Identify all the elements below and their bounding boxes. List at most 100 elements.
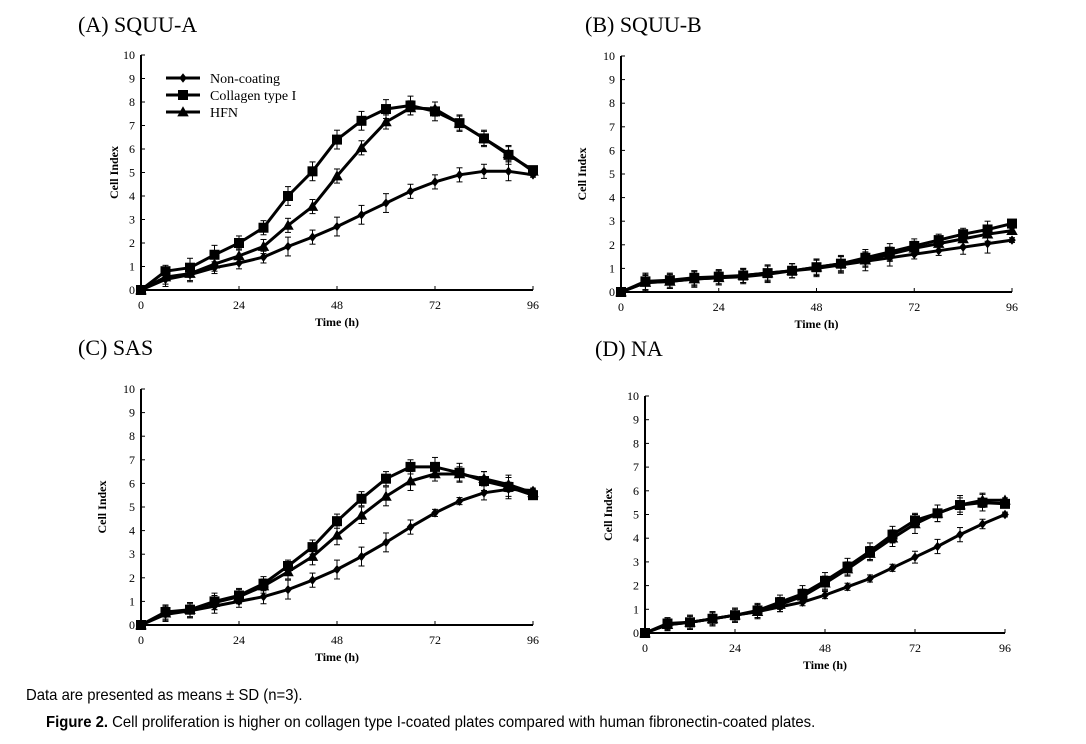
- data-point-triangle: [282, 219, 294, 230]
- data-point-triangle: [453, 468, 466, 479]
- data-point-triangle: [835, 257, 847, 268]
- data-point-diamond: [382, 198, 390, 208]
- y-tick-label: 5: [609, 167, 615, 181]
- series-line: [644, 501, 1006, 635]
- y-axis-label: Cell Index: [575, 147, 589, 200]
- data-point-diamond: [406, 186, 415, 197]
- data-point-triangle: [639, 276, 652, 287]
- x-tick-label: 0: [138, 633, 144, 647]
- data-point-triangle: [761, 267, 774, 278]
- data-point-triangle: [932, 237, 945, 248]
- data-point-diamond: [959, 242, 967, 252]
- y-tick-label: 8: [609, 96, 615, 110]
- data-point-diamond: [284, 241, 292, 252]
- data-point-triangle: [135, 619, 147, 630]
- data-point-diamond: [455, 170, 464, 180]
- data-point-triangle: [908, 242, 920, 253]
- data-point-triangle: [306, 550, 319, 561]
- data-point-triangle: [819, 577, 831, 588]
- y-tick-label: 4: [129, 189, 135, 203]
- y-tick-label: 8: [129, 429, 135, 443]
- y-tick-label: 7: [129, 119, 135, 133]
- data-point-diamond: [357, 551, 366, 562]
- y-tick-label: 9: [609, 73, 615, 87]
- data-point-triangle: [884, 248, 896, 259]
- x-axis-label: Time (h): [315, 650, 359, 664]
- data-point-triangle: [502, 478, 515, 489]
- series-line: [140, 465, 534, 627]
- y-tick-label: 1: [633, 602, 639, 616]
- legend-item-collagen-type-i: Collagen type I: [166, 89, 297, 104]
- data-point-diamond: [308, 232, 317, 242]
- x-tick-label: 24: [713, 300, 725, 314]
- data-point-square: [258, 222, 269, 233]
- data-point-triangle: [688, 273, 701, 284]
- legend-label: Collagen type I: [210, 89, 297, 104]
- data-point-triangle: [233, 250, 245, 261]
- data-point-diamond: [406, 522, 415, 532]
- y-tick-label: 4: [129, 524, 135, 538]
- data-point-triangle: [639, 627, 651, 638]
- legend-marker-square: [178, 90, 188, 100]
- data-point-triangle: [355, 142, 368, 153]
- y-tick-label: 4: [609, 191, 615, 205]
- data-point-square: [283, 191, 293, 201]
- data-point-triangle: [184, 603, 196, 614]
- data-point-square: [209, 249, 220, 260]
- y-axis-label: Cell Index: [601, 488, 615, 541]
- legend-item-hfn: HFN: [166, 106, 238, 121]
- data-point-square: [1007, 218, 1017, 229]
- y-tick-label: 6: [129, 476, 135, 490]
- data-point-triangle: [257, 240, 270, 251]
- series-collagen-type-i: [136, 95, 538, 295]
- x-tick-label: 96: [999, 641, 1011, 655]
- data-point-diamond: [821, 590, 829, 600]
- series-hfn: [135, 466, 539, 630]
- data-point-diamond: [866, 573, 874, 584]
- y-tick-label: 5: [129, 166, 135, 180]
- y-tick-label: 8: [633, 436, 639, 450]
- data-point-triangle: [957, 233, 969, 244]
- data-point-diamond: [911, 552, 919, 562]
- y-tick-label: 10: [603, 49, 615, 63]
- data-point-triangle: [159, 607, 172, 618]
- data-point-triangle: [233, 590, 245, 601]
- y-tick-label: 1: [129, 594, 135, 608]
- data-point-triangle: [331, 170, 343, 181]
- y-tick-label: 3: [129, 213, 135, 227]
- y-tick-label: 10: [123, 382, 135, 396]
- data-point-diamond: [431, 508, 439, 518]
- y-tick-label: 0: [609, 285, 615, 299]
- panel-title: (C) SAS: [78, 335, 153, 360]
- data-point-square: [307, 166, 318, 177]
- data-point-diamond: [382, 537, 390, 548]
- data-point-diamond: [978, 519, 987, 529]
- x-tick-label: 48: [811, 300, 823, 314]
- x-tick-label: 72: [429, 298, 441, 312]
- data-point-triangle: [502, 147, 515, 159]
- y-tick-label: 2: [129, 571, 135, 585]
- y-tick-label: 8: [129, 95, 135, 109]
- y-tick-label: 3: [609, 214, 615, 228]
- data-point-triangle: [751, 605, 764, 616]
- y-tick-label: 0: [129, 283, 135, 297]
- x-tick-label: 24: [233, 298, 245, 312]
- panel-title: (B) SQUU-B: [585, 12, 702, 37]
- panel-a: (A) SQUU-A 0 1 2 3 4 5 6 7 8 9 10 0 24 48 72 96 Time (h) C…: [78, 12, 539, 329]
- data-point-triangle: [208, 258, 221, 269]
- data-point-square: [332, 516, 342, 527]
- data-point-triangle: [737, 269, 749, 280]
- legend-marker-triangle: [177, 106, 189, 117]
- data-point-diamond: [956, 529, 964, 540]
- x-tick-label: 0: [138, 298, 144, 312]
- data-point-triangle: [135, 284, 147, 295]
- data-point-triangle: [615, 286, 627, 297]
- y-tick-label: 10: [627, 389, 639, 403]
- data-point-triangle: [527, 487, 539, 498]
- data-point-diamond: [480, 166, 488, 177]
- data-point-square: [307, 542, 318, 553]
- data-point-diamond: [308, 575, 317, 585]
- data-point-square: [356, 493, 367, 504]
- data-point-triangle: [954, 499, 966, 510]
